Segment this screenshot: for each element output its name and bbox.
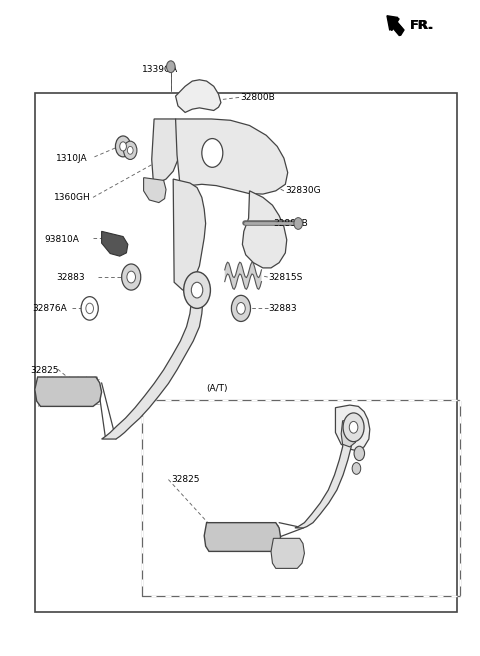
- Circle shape: [237, 302, 245, 314]
- Circle shape: [120, 142, 126, 151]
- Polygon shape: [144, 178, 166, 203]
- Circle shape: [184, 272, 210, 308]
- Text: 32883: 32883: [56, 272, 85, 281]
- Polygon shape: [204, 523, 281, 552]
- Polygon shape: [341, 420, 357, 447]
- Polygon shape: [173, 179, 205, 290]
- Text: 1360GH: 1360GH: [54, 193, 91, 202]
- Circle shape: [231, 295, 251, 321]
- Polygon shape: [102, 302, 203, 439]
- Circle shape: [192, 282, 203, 298]
- Text: 32881B: 32881B: [274, 219, 308, 228]
- Polygon shape: [271, 539, 304, 568]
- Circle shape: [343, 413, 364, 441]
- Text: 93810A: 93810A: [44, 236, 79, 244]
- Circle shape: [202, 138, 223, 167]
- Text: 32876A: 32876A: [33, 304, 67, 313]
- Circle shape: [127, 271, 135, 283]
- Text: 32830G: 32830G: [285, 186, 321, 195]
- Polygon shape: [102, 232, 128, 256]
- Circle shape: [352, 462, 361, 474]
- Circle shape: [81, 297, 98, 320]
- Text: FR.: FR.: [409, 19, 432, 32]
- Polygon shape: [242, 191, 287, 268]
- Circle shape: [349, 421, 358, 433]
- Polygon shape: [295, 435, 353, 528]
- Circle shape: [167, 61, 175, 73]
- Text: 32800B: 32800B: [240, 93, 275, 102]
- Text: 1339GA: 1339GA: [142, 66, 178, 75]
- Text: 32883: 32883: [269, 304, 297, 313]
- Circle shape: [294, 218, 302, 230]
- FancyArrow shape: [389, 17, 404, 35]
- Polygon shape: [176, 119, 288, 194]
- Circle shape: [86, 303, 94, 314]
- Polygon shape: [152, 119, 183, 183]
- Text: FR.: FR.: [409, 19, 434, 32]
- Circle shape: [127, 146, 133, 154]
- Polygon shape: [176, 80, 221, 112]
- Polygon shape: [336, 405, 370, 451]
- Circle shape: [354, 446, 364, 461]
- Text: (A/T): (A/T): [206, 384, 228, 392]
- Text: 32815S: 32815S: [269, 272, 303, 281]
- Text: 1310JA: 1310JA: [56, 154, 88, 163]
- Polygon shape: [35, 377, 102, 406]
- FancyArrow shape: [387, 16, 403, 35]
- Circle shape: [116, 136, 131, 157]
- Text: 32825: 32825: [30, 366, 59, 375]
- Circle shape: [121, 264, 141, 290]
- Bar: [35, 93, 457, 612]
- Circle shape: [123, 141, 137, 159]
- Text: 32825: 32825: [171, 475, 199, 484]
